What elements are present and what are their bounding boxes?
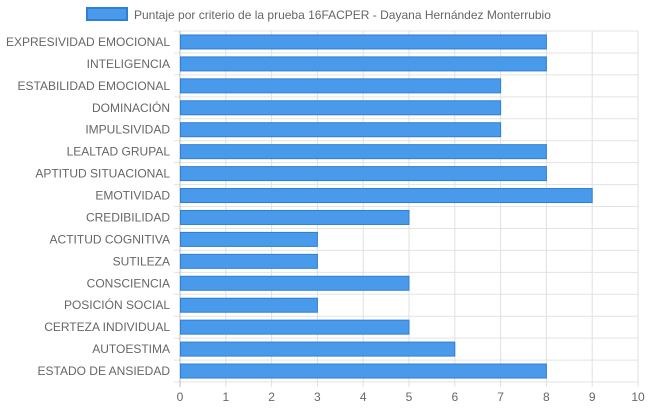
x-tick-label: 10 xyxy=(631,390,645,404)
bar[interactable] xyxy=(180,319,410,335)
bar[interactable] xyxy=(180,122,502,138)
bars xyxy=(180,34,593,379)
bar[interactable] xyxy=(180,297,318,313)
bar[interactable] xyxy=(180,231,318,247)
category-label: EXPRESIVIDAD EMOCIONAL xyxy=(6,35,170,49)
x-tick-label: 8 xyxy=(543,390,550,404)
legend[interactable]: Puntaje por criterio de la prueba 16FACP… xyxy=(86,7,551,22)
category-label: ESTABILIDAD EMOCIONAL xyxy=(18,79,171,93)
x-axis-ticks: 0 1 2 3 4 5 6 7 8 9 10 xyxy=(177,390,645,404)
bar[interactable] xyxy=(180,166,547,182)
bar[interactable] xyxy=(180,78,502,94)
category-label: EMOTIVIDAD xyxy=(95,189,170,203)
bar[interactable] xyxy=(180,275,410,291)
category-label: CERTEZA INDIVIDUAL xyxy=(44,320,170,334)
category-label: IMPULSIVIDAD xyxy=(85,123,170,137)
x-tick-label: 3 xyxy=(314,390,321,404)
x-tick-label: 6 xyxy=(451,390,458,404)
x-tick-label: 7 xyxy=(497,390,504,404)
bar[interactable] xyxy=(180,100,502,116)
category-label: LEALTAD GRUPAL xyxy=(67,145,171,159)
bar[interactable] xyxy=(180,56,547,72)
category-label: CONSCIENCIA xyxy=(87,276,170,290)
bar[interactable] xyxy=(180,188,593,204)
x-tick-label: 9 xyxy=(589,390,596,404)
bar[interactable] xyxy=(180,209,410,225)
category-label: CREDIBILIDAD xyxy=(86,210,170,224)
x-tick-label: 0 xyxy=(177,390,184,404)
x-tick-label: 2 xyxy=(268,390,275,404)
category-label: DOMINACIÓN xyxy=(92,100,170,115)
category-label: AUTOESTIMA xyxy=(92,342,170,356)
bar[interactable] xyxy=(180,341,456,357)
category-label: ACTITUD COGNITIVA xyxy=(50,232,170,246)
x-tick-label: 4 xyxy=(360,390,367,404)
legend-label: Puntaje por criterio de la prueba 16FACP… xyxy=(134,8,551,22)
legend-swatch xyxy=(86,7,128,21)
category-label: ESTADO DE ANSIEDAD xyxy=(38,364,171,378)
x-tick-label: 1 xyxy=(222,390,229,404)
category-label: APTITUD SITUACIONAL xyxy=(35,167,170,181)
bar[interactable] xyxy=(180,144,547,160)
bar[interactable] xyxy=(180,363,547,379)
category-labels: EXPRESIVIDAD EMOCIONAL INTELIGENCIA ESTABI… xyxy=(6,35,170,378)
bar[interactable] xyxy=(180,34,547,50)
category-label: POSICIÓN SOCIAL xyxy=(64,297,170,312)
category-label: SUTILEZA xyxy=(113,254,170,268)
bar[interactable] xyxy=(180,253,318,269)
x-tick-label: 5 xyxy=(406,390,413,404)
category-label: INTELIGENCIA xyxy=(87,57,170,71)
